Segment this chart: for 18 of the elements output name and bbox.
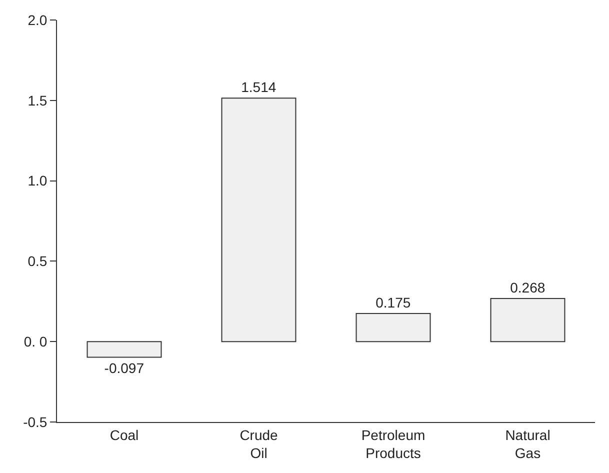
bar bbox=[221, 98, 296, 342]
x-tick-label: Crude Oil bbox=[240, 426, 278, 461]
data-label: 0.268 bbox=[510, 280, 546, 296]
y-tick-label: 2.0 bbox=[28, 12, 48, 28]
y-tick-label: -0.5 bbox=[23, 414, 48, 430]
bar bbox=[86, 341, 162, 358]
y-tick-label: 0.5 bbox=[28, 253, 48, 270]
x-tick-label: Natural Gas bbox=[505, 426, 550, 461]
x-tick-label: Petroleum Products bbox=[361, 426, 426, 461]
bar bbox=[490, 298, 566, 342]
data-label: 0.175 bbox=[376, 294, 411, 310]
bar bbox=[356, 312, 431, 342]
y-tick-label: 1.0 bbox=[28, 172, 48, 189]
data-label: -0.097 bbox=[104, 360, 144, 376]
y-tick-label: 0. 0 bbox=[24, 334, 48, 350]
x-tick-label: Coal bbox=[110, 426, 139, 443]
y-tick-label: 1.5 bbox=[28, 92, 48, 108]
data-label: 1.514 bbox=[241, 79, 276, 96]
